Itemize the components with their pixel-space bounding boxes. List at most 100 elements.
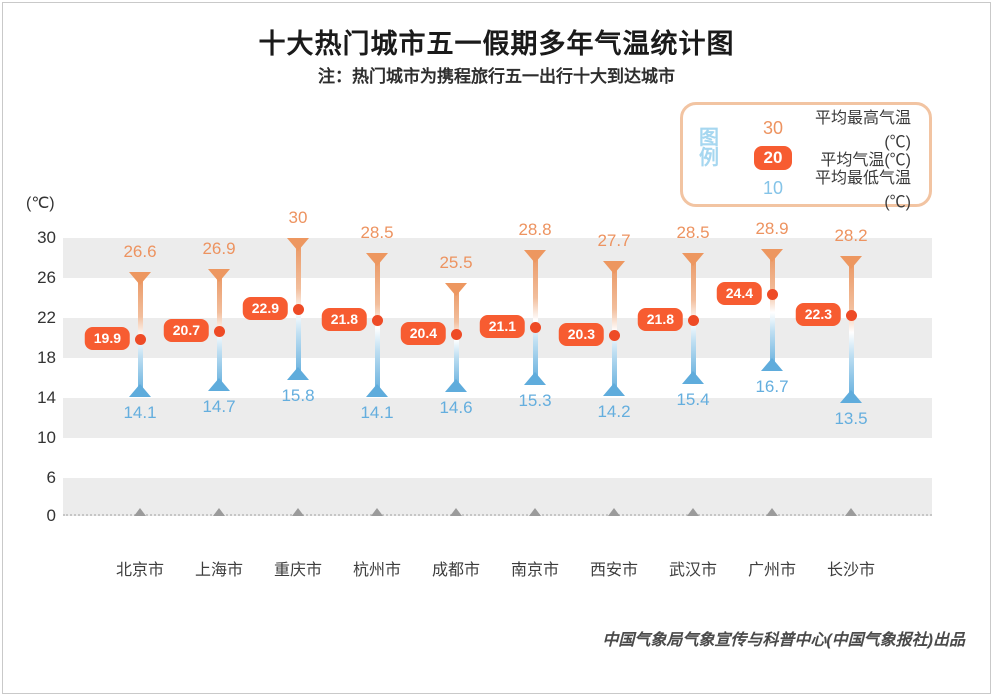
min-temp-value: 14.2 [597,402,631,421]
avg-temp-legend-symbol: 20 [743,146,803,170]
city-label: 重庆市 [273,562,322,579]
baseline-marker [766,508,778,516]
min-temp-legend-symbol: 10 [762,177,784,198]
min-temp-value: 14.1 [360,403,394,422]
avg-temp-dot [451,329,462,340]
max-temp-value: 28.2 [834,226,868,245]
page-subtitle: 注：热门城市为携程旅行五一出行十大到达城市 [318,67,675,86]
min-temp-marker [366,384,388,397]
min-temp-value: 14.7 [202,397,236,416]
max-temp-value: 28.8 [518,220,552,239]
min-temp-value: 15.4 [676,390,710,409]
min-temp-value: 15.3 [518,391,552,410]
city-label: 西安市 [589,562,638,579]
avg-temp-dot [609,330,620,341]
max-temp-legend-symbol: 30 [762,117,784,138]
temp-range-line [849,258,854,401]
footer-credit: 中国气象局气象宣传与科普中心(中国气象报社)出品 [602,632,965,649]
city-label: 长沙市 [826,562,875,579]
temp-range-line [533,252,538,383]
avg-temp-value-badge: 24.4 [716,282,762,305]
baseline-marker [450,508,462,516]
max-temp-marker [129,272,151,285]
avg-temp-dot [688,315,699,326]
avg-temp-dot [530,322,541,333]
max-temp-value: 28.9 [755,219,789,238]
avg-temp-dot [372,315,383,326]
min-temp-marker [761,358,783,371]
grid-band [63,398,932,438]
legend-item-label: 平均气温(℃) [820,152,911,169]
avg-temp-dot [767,289,778,300]
baseline-marker [213,508,225,516]
y-axis-tick: 14 [37,388,56,407]
legend: 图例 30 平均最高气温(℃) 20 平均气温(℃) 10 平均最低气温(℃) [680,102,932,211]
max-temp-marker [761,249,783,262]
max-temp-marker [840,256,862,269]
min-temp-marker [208,378,230,391]
city-label: 杭州市 [352,562,401,579]
min-temp-value: 15.8 [281,386,315,405]
temp-range-line [770,251,775,369]
max-temp-value: 27.7 [597,231,631,250]
city-label: 南京市 [510,562,559,579]
grid-band [63,478,932,516]
baseline-marker [687,508,699,516]
avg-temp-value-badge: 21.1 [479,315,525,338]
city-label: 北京市 [115,562,164,579]
grid-band [63,238,932,278]
city-label: 成都市 [431,562,480,579]
y-axis-tick: 0 [46,506,56,525]
max-temp-marker [208,269,230,282]
avg-temp-dot [214,326,225,337]
legend-row-min: 10 平均最低气温(℃) [743,170,911,211]
page-title: 十大热门城市五一假期多年气温统计图 [258,29,735,59]
avg-temp-value-badge: 20.3 [558,323,604,346]
max-temp-value: 25.5 [439,253,473,272]
min-temp-value: 14.1 [123,403,157,422]
avg-temp-value-badge: 21.8 [637,308,683,331]
legend-title: 图例 [699,127,719,169]
y-axis-tick: 26 [37,268,56,287]
y-axis-tick: 22 [37,308,56,327]
avg-temp-dot [293,304,304,315]
legend-rows: 30 平均最高气温(℃) 20 平均气温(℃) 10 平均最低气温(℃) [743,110,911,211]
avg-temp-value-badge: 22.9 [242,297,288,320]
max-temp-marker [445,283,467,296]
max-temp-marker [287,238,309,251]
min-temp-marker [603,383,625,396]
max-temp-marker [524,250,546,263]
baseline-marker [292,508,304,516]
max-temp-marker [366,253,388,266]
min-temp-value: 14.6 [439,398,473,417]
avg-temp-value-badge: 19.9 [84,327,130,350]
min-temp-marker [524,372,546,385]
temp-range-line [612,263,617,394]
y-axis-tick: 18 [37,348,56,367]
avg-temp-value-badge: 20.4 [400,322,446,345]
y-axis-tick: 10 [37,428,56,447]
avg-temp-dot [135,334,146,345]
min-temp-marker [129,384,151,397]
baseline-marker [529,508,541,516]
avg-temp-value-badge: 21.8 [321,308,367,331]
min-temp-value: 13.5 [834,409,868,428]
max-temp-value: 28.5 [676,223,710,242]
max-temp-value: 26.6 [123,242,157,261]
avg-temp-value-badge: 22.3 [795,303,841,326]
max-temp-value: 28.5 [360,223,394,242]
avg-temp-value-badge: 20.7 [163,319,209,342]
legend-item-label: 平均最低气温(℃) [814,170,911,211]
y-axis-tick: 6 [46,468,56,487]
city-label: 武汉市 [668,562,717,579]
baseline-marker [134,508,146,516]
max-temp-marker [603,261,625,274]
max-temp-value: 26.9 [202,239,236,258]
baseline-marker [845,508,857,516]
min-temp-marker [287,367,309,380]
max-temp-marker [682,253,704,266]
min-temp-marker [445,379,467,392]
y-axis-unit: (℃) [26,195,55,212]
city-label: 广州市 [747,562,796,579]
